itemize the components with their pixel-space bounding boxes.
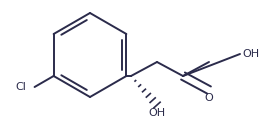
Text: OH: OH: [149, 108, 165, 118]
Text: Cl: Cl: [16, 82, 27, 92]
Text: O: O: [205, 93, 213, 103]
Text: OH: OH: [242, 49, 259, 59]
